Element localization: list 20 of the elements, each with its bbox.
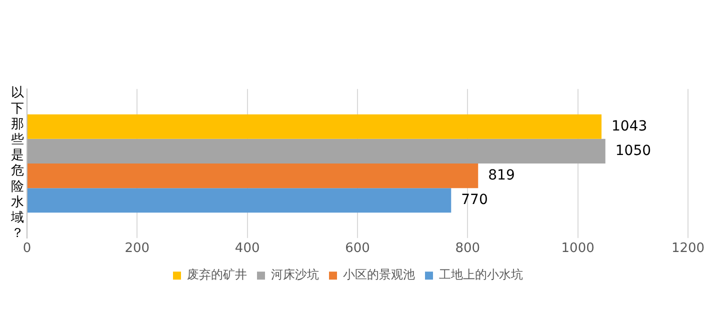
bar (28, 164, 478, 188)
x-tick-label: 400 (234, 241, 260, 256)
data-label: 1050 (615, 142, 652, 159)
bar (28, 114, 602, 139)
legend-label: 工地上的小水坑 (439, 268, 523, 282)
x-tick-label: 200 (124, 241, 150, 256)
x-tick-label: 1200 (671, 241, 705, 256)
legend-label: 河床沙坑 (271, 268, 319, 282)
data-label: 819 (488, 167, 515, 184)
category-label: 以下那些是危险水域？ (11, 86, 24, 242)
x-tick-label: 0 (22, 241, 32, 256)
x-tick-label: 1000 (561, 241, 594, 256)
x-tick-label: 600 (345, 241, 370, 256)
data-label: 770 (461, 192, 488, 208)
bar (28, 188, 452, 213)
legend-label: 废弃的矿井 (187, 268, 247, 282)
data-label: 1043 (612, 118, 648, 134)
legend-label: 小区的景观池 (343, 268, 415, 282)
x-tick-label: 800 (455, 241, 480, 256)
bar (28, 138, 606, 164)
